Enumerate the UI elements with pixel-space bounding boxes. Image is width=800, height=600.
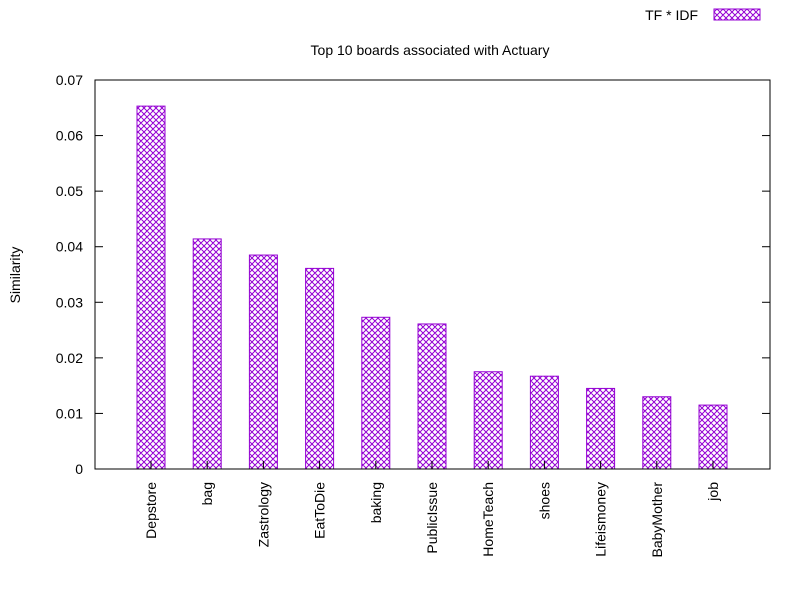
legend-swatch-tf-idf <box>713 8 761 21</box>
y-axis-label: Similarity <box>7 247 23 304</box>
x-tick-label-zastrology: Zastrology <box>255 482 271 547</box>
bar-zastrology <box>248 254 278 470</box>
x-tick-label-job: job <box>705 482 721 502</box>
bar-publicissue <box>417 323 447 470</box>
x-tick-label-hometeach: HomeTeach <box>480 482 496 557</box>
x-tick-label-bag: bag <box>199 482 215 505</box>
y-tick-label: 0.01 <box>56 405 83 421</box>
y-tick-label: 0.02 <box>56 350 83 366</box>
x-tick-label-lifeismoney: Lifeismoney <box>593 482 609 557</box>
bar-series <box>136 105 728 470</box>
bar-job <box>698 404 728 470</box>
x-axis: Depstore bag Zastrology EatToDie baking Publi… <box>143 461 721 557</box>
legend-entry-tf-idf: TF * IDF <box>645 7 698 23</box>
x-tick-label-baking: baking <box>368 482 384 523</box>
legend: TF * IDF <box>645 7 761 23</box>
bar-depstore <box>136 105 166 470</box>
bar-babymother <box>642 396 672 470</box>
x-tick-label-publicissue: PublicIssue <box>424 482 440 554</box>
bar-bag <box>192 238 222 470</box>
x-tick-label-eattodie: EatToDie <box>312 482 328 539</box>
y-tick-label: 0 <box>75 461 83 477</box>
y-tick-label: 0.07 <box>56 72 83 88</box>
x-tick-label-shoes: shoes <box>536 482 552 519</box>
bar-lifeismoney <box>586 387 616 470</box>
y-tick-label: 0.06 <box>56 128 83 144</box>
bar-shoes <box>529 375 559 470</box>
bar-eattodie <box>305 267 335 470</box>
x-tick-label-babymother: BabyMother <box>649 482 665 558</box>
x-tick-label-depstore: Depstore <box>143 482 159 539</box>
y-tick-label: 0.04 <box>56 239 83 255</box>
y-tick-label: 0.05 <box>56 183 83 199</box>
plot-frame <box>94 79 771 470</box>
y-axis: 0 0.01 0.02 0.03 0.04 0.05 0.06 0.07 <box>56 72 770 477</box>
y-tick-label: 0.03 <box>56 294 83 310</box>
bar-baking <box>361 316 391 470</box>
bar-hometeach <box>473 371 503 470</box>
chart-title: Top 10 boards associated with Actuary <box>311 42 550 58</box>
